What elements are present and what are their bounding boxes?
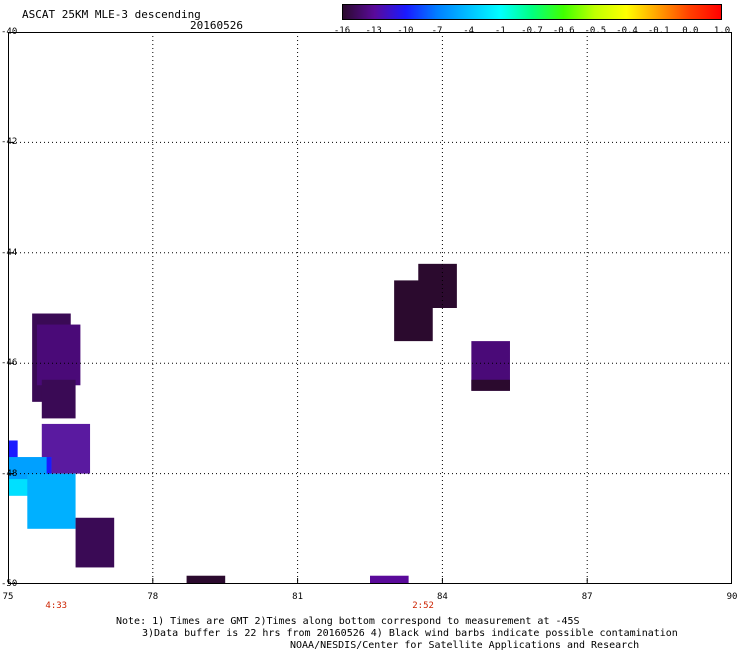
data-cell bbox=[471, 379, 510, 391]
colorbar-label: -13 bbox=[365, 26, 382, 36]
colorbar-label: 1.0 bbox=[713, 26, 731, 36]
y-tick-label: -44 bbox=[1, 247, 18, 258]
colorbar bbox=[342, 4, 722, 20]
data-cell bbox=[370, 575, 409, 584]
colorbar-label: -0.6 bbox=[552, 26, 575, 36]
colorbar-label: -0.4 bbox=[616, 26, 638, 36]
x-tick-label: 87 bbox=[581, 592, 593, 602]
colorbar-label: -16 bbox=[333, 26, 351, 36]
y-tick-label: -40 bbox=[1, 27, 18, 37]
y-tick-label: -48 bbox=[1, 468, 18, 479]
data-cell bbox=[418, 263, 457, 308]
colorbar-label: -0.7 bbox=[521, 26, 543, 36]
y-tick-label: -46 bbox=[1, 358, 18, 369]
data-cell bbox=[27, 473, 76, 529]
map-plot bbox=[8, 32, 732, 584]
time-label: 2:52 bbox=[412, 601, 434, 611]
data-cell bbox=[41, 379, 76, 419]
x-tick-label: 84 bbox=[436, 592, 448, 602]
colorbar-label: -4 bbox=[463, 26, 475, 36]
plot-frame bbox=[8, 32, 732, 584]
x-tick-label: 90 bbox=[726, 592, 738, 602]
data-cell bbox=[36, 324, 81, 386]
note-line-3: NOAA/NESDIS/Center for Satellite Applica… bbox=[290, 640, 640, 651]
y-tick-label: -42 bbox=[1, 137, 18, 148]
data-cell bbox=[75, 517, 115, 568]
x-tick-label: 78 bbox=[147, 592, 159, 602]
colorbar-label: -0.1 bbox=[647, 26, 670, 36]
colorbar-label: 0.0 bbox=[682, 26, 699, 36]
colorbar-label: -10 bbox=[397, 26, 414, 36]
note-line-1: Note: 1) Times are GMT 2)Times along bot… bbox=[116, 616, 580, 627]
note-line-2: 3)Data buffer is 22 hrs from 20160526 4)… bbox=[142, 628, 678, 639]
data-cell bbox=[186, 575, 226, 584]
x-tick-label: 75 bbox=[2, 592, 14, 602]
colorbar-label: -1 bbox=[494, 26, 506, 36]
data-cell bbox=[8, 479, 33, 496]
colorbar-label: -0.5 bbox=[584, 26, 607, 36]
x-tick-label: 81 bbox=[292, 592, 304, 602]
time-label: 4:33 bbox=[45, 601, 68, 611]
y-tick-label: -50 bbox=[1, 579, 18, 589]
map-title: ASCAT 25KM MLE-3 descending bbox=[22, 8, 201, 21]
map-date: 20160526 bbox=[190, 19, 243, 32]
data-cell bbox=[46, 457, 52, 474]
colorbar-label: -7 bbox=[431, 26, 443, 36]
